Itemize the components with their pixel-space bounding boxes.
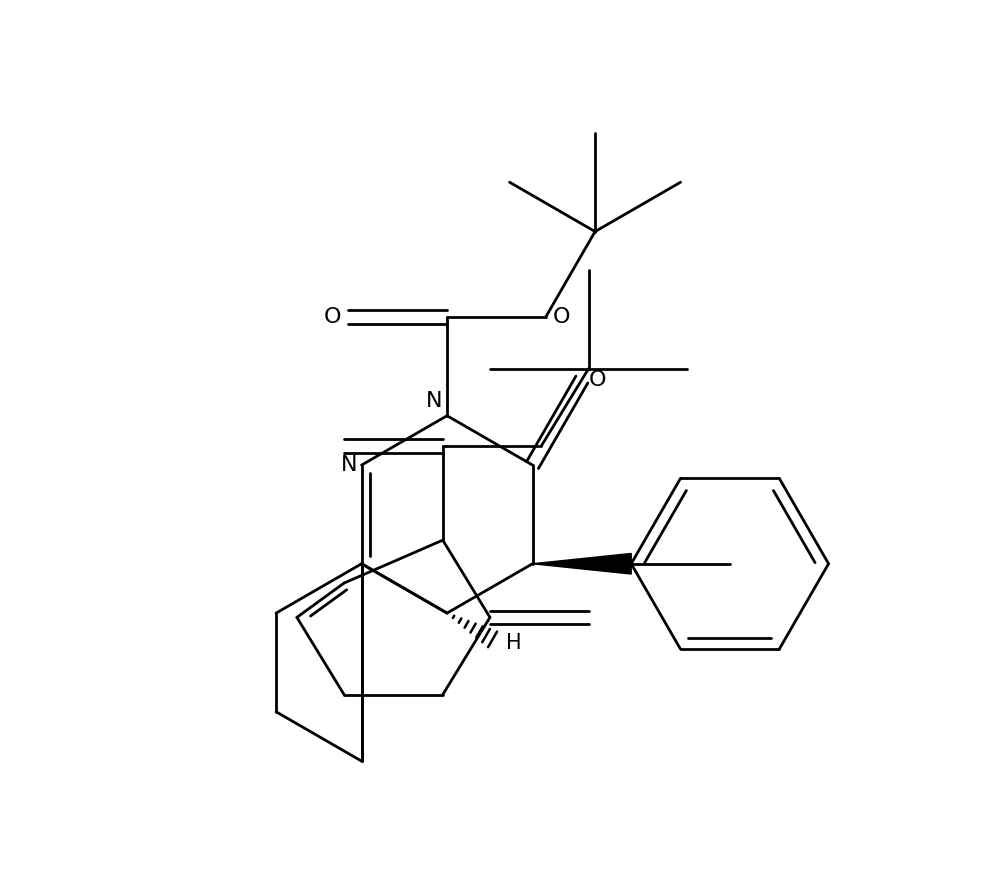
Text: N: N xyxy=(341,455,357,475)
Text: O: O xyxy=(552,307,570,327)
Text: N: N xyxy=(427,392,443,411)
Text: O: O xyxy=(589,369,607,390)
Text: O: O xyxy=(324,307,341,327)
Text: H: H xyxy=(506,633,521,654)
Polygon shape xyxy=(532,553,631,574)
